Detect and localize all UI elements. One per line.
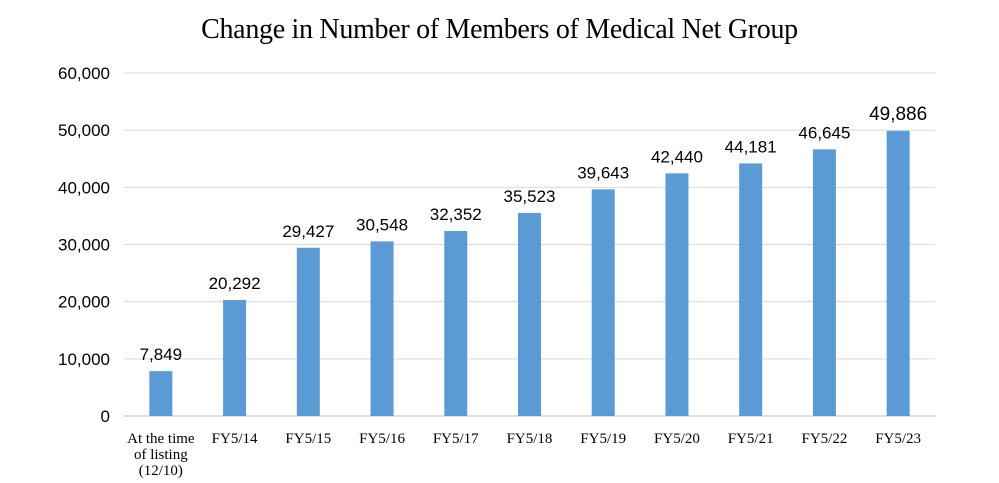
data-label: 7,849 (140, 345, 183, 364)
y-tick-label: 0 (101, 407, 110, 426)
x-tick-label: FY5/16 (359, 431, 405, 447)
bar (296, 247, 320, 416)
x-tick-label: FY5/23 (875, 431, 921, 447)
bar (591, 189, 615, 416)
y-tick-label: 20,000 (58, 293, 110, 312)
data-label: 44,181 (725, 137, 777, 156)
y-tick-label: 60,000 (58, 64, 110, 83)
data-label: 20,292 (209, 274, 261, 293)
x-tick-label: FY5/18 (507, 431, 553, 447)
x-tick-label: (12/10) (139, 463, 183, 479)
bar (370, 241, 394, 416)
y-tick-label: 30,000 (58, 236, 110, 255)
data-label: 46,645 (798, 123, 850, 142)
bar (518, 212, 541, 416)
x-tick-label: FY5/15 (285, 431, 331, 447)
y-tick-label: 40,000 (58, 178, 110, 197)
data-label: 30,548 (356, 215, 408, 234)
bar (223, 299, 247, 416)
bar (886, 130, 910, 416)
x-tick-label: FY5/22 (801, 431, 847, 447)
x-tick-label: At the time (127, 431, 195, 447)
data-label: 29,427 (282, 222, 334, 241)
x-tick-label: FY5/17 (433, 431, 479, 447)
x-tick-label: of listing (134, 447, 188, 463)
data-label: 42,440 (651, 147, 703, 166)
y-tick-label: 10,000 (58, 350, 110, 369)
bar (665, 173, 689, 416)
bar (149, 371, 173, 416)
bar (444, 231, 468, 416)
x-tick-label: FY5/19 (580, 431, 626, 447)
x-tick-label: FY5/14 (212, 431, 258, 447)
bar (739, 163, 763, 416)
data-label: 32,352 (430, 205, 482, 224)
chart-title: Change in Number of Members of Medical N… (201, 14, 798, 45)
y-tick-label: 50,000 (58, 121, 110, 140)
x-tick-label: FY5/20 (654, 431, 700, 447)
data-label: 49,886 (869, 104, 927, 125)
x-tick-label: FY5/21 (728, 431, 774, 447)
data-label: 39,643 (577, 163, 629, 182)
data-label: 35,523 (504, 187, 556, 206)
bar (812, 149, 836, 417)
